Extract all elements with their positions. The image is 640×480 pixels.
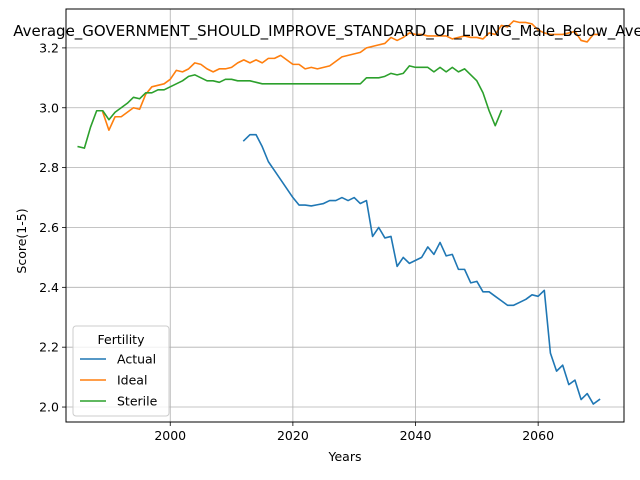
plot-frame bbox=[65, 8, 625, 423]
series-lines bbox=[77, 20, 601, 405]
series-line-ideal bbox=[101, 20, 601, 132]
legend-box bbox=[72, 325, 170, 417]
y-axis-label: Score(1-5) bbox=[14, 208, 29, 273]
legend-label: Actual bbox=[117, 352, 156, 367]
y-tick-label: 2.4 bbox=[39, 280, 59, 295]
x-tick-label: 2040 bbox=[400, 428, 432, 443]
chart-title: Average_GOVERNMENT_SHOULD_IMPROVE_STANDA… bbox=[13, 22, 640, 41]
legend-title: Fertility bbox=[98, 332, 146, 347]
x-tick-label: 2000 bbox=[154, 428, 186, 443]
axis-ticks: 2000 2020 2040 2060 2.0 2.2 2.4 2.6 2.8 3.0 3.2 bbox=[39, 40, 554, 443]
x-tick-label: 2020 bbox=[277, 428, 309, 443]
y-tick-label: 2.8 bbox=[39, 160, 59, 175]
series-line-actual bbox=[242, 133, 601, 405]
legend-items: Actual Ideal Sterile bbox=[80, 352, 158, 409]
legend: Fertility Actual Ideal Sterile bbox=[72, 325, 170, 417]
y-tick-label: 2.2 bbox=[39, 340, 59, 355]
series-line-sterile bbox=[77, 65, 503, 149]
legend-label: Ideal bbox=[117, 373, 147, 388]
legend-label: Sterile bbox=[117, 394, 158, 409]
y-tick-label: 2.0 bbox=[39, 400, 59, 415]
x-tick-label: 2060 bbox=[522, 428, 554, 443]
y-tick-label: 3.2 bbox=[39, 40, 59, 55]
x-axis-label: Years bbox=[328, 449, 362, 464]
y-tick-label: 3.0 bbox=[39, 100, 59, 115]
y-tick-label: 2.6 bbox=[39, 220, 59, 235]
